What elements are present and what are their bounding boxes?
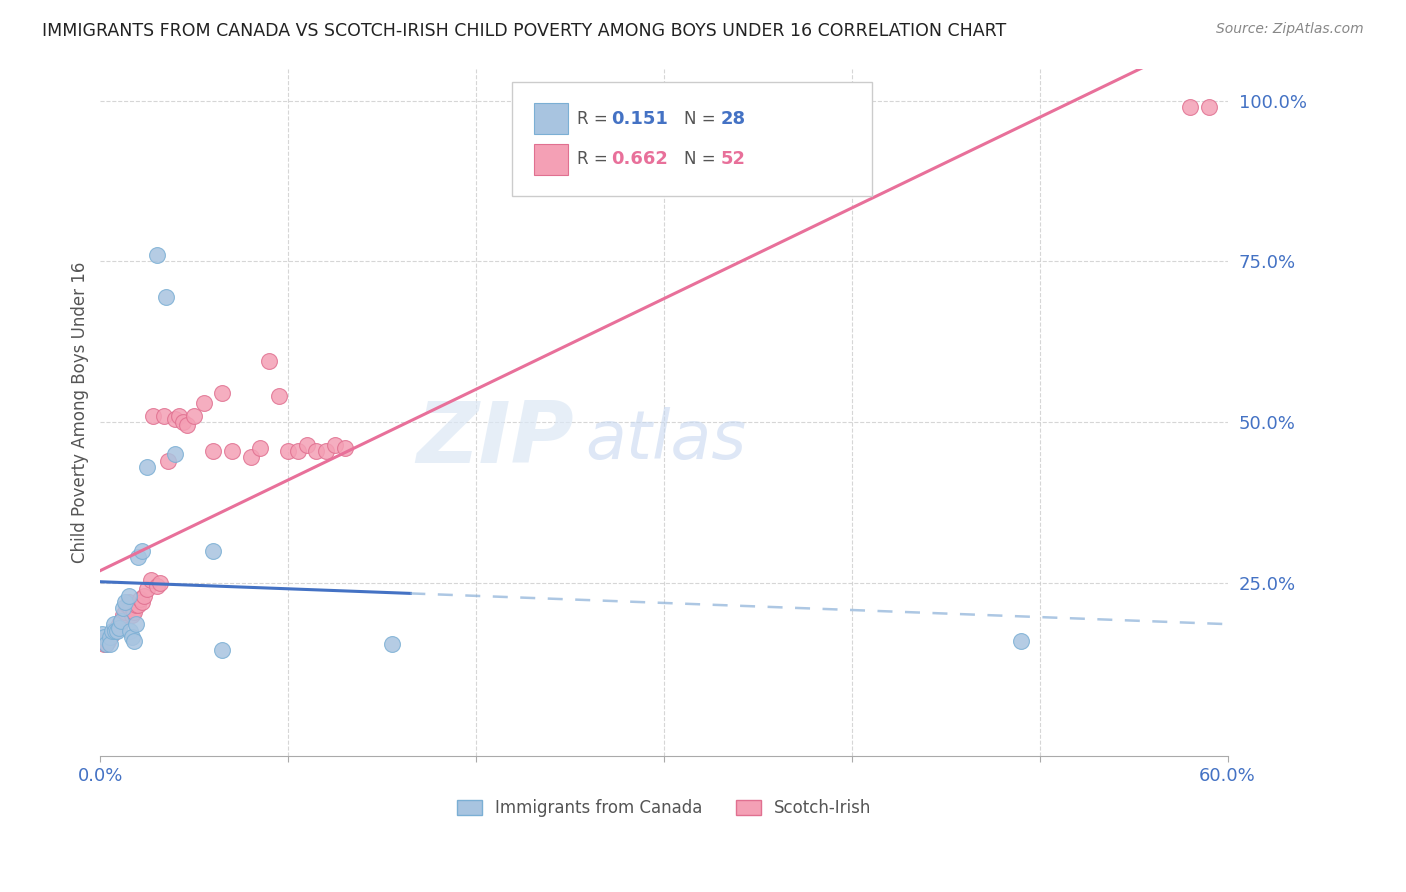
Scotch-Irish [122, 605, 145, 619]
Scotch-Irish [105, 621, 128, 635]
Scotch-Irish [108, 617, 131, 632]
Text: Source: ZipAtlas.com: Source: ZipAtlas.com [1216, 22, 1364, 37]
Immigrants from Canada [136, 460, 159, 475]
Immigrants from Canada [100, 624, 122, 638]
Scotch-Irish [110, 615, 132, 629]
Scotch-Irish [333, 441, 356, 455]
Scotch-Irish [259, 354, 281, 368]
Text: 0.662: 0.662 [612, 150, 668, 169]
Scotch-Irish [125, 598, 148, 612]
Scotch-Irish [295, 437, 318, 451]
Scotch-Irish [239, 450, 262, 465]
Immigrants from Canada [111, 601, 134, 615]
Scotch-Irish [132, 589, 155, 603]
Scotch-Irish [97, 633, 120, 648]
Immigrants from Canada [1010, 633, 1032, 648]
Scotch-Irish [136, 582, 159, 596]
Immigrants from Canada [98, 631, 121, 645]
Text: 0.151: 0.151 [612, 110, 668, 128]
Immigrants from Canada [104, 624, 127, 638]
Scotch-Irish [114, 605, 136, 619]
Immigrants from Canada [114, 595, 136, 609]
Scotch-Irish [128, 591, 150, 606]
Immigrants from Canada [155, 290, 177, 304]
Immigrants from Canada [165, 447, 187, 461]
Text: 52: 52 [720, 150, 745, 169]
Immigrants from Canada [103, 617, 125, 632]
Scotch-Irish [183, 409, 205, 423]
Scotch-Irish [323, 437, 346, 451]
Immigrants from Canada [211, 643, 233, 657]
Scotch-Irish [1178, 100, 1201, 114]
Text: N =: N = [685, 150, 721, 169]
Immigrants from Canada [145, 248, 167, 262]
Immigrants from Canada [380, 637, 402, 651]
Scotch-Irish [315, 444, 337, 458]
Scotch-Irish [104, 624, 127, 638]
Scotch-Irish [103, 624, 125, 638]
Immigrants from Canada [93, 631, 115, 645]
FancyBboxPatch shape [534, 103, 568, 134]
Immigrants from Canada [202, 543, 225, 558]
Immigrants from Canada [91, 627, 114, 641]
Scotch-Irish [120, 601, 142, 615]
Legend: Immigrants from Canada, Scotch-Irish: Immigrants from Canada, Scotch-Irish [450, 792, 877, 823]
Scotch-Irish [131, 595, 153, 609]
Scotch-Irish [211, 386, 233, 401]
Scotch-Irish [1198, 100, 1220, 114]
Text: atlas: atlas [585, 407, 747, 473]
Immigrants from Canada [121, 631, 143, 645]
Scotch-Irish [156, 453, 179, 467]
Immigrants from Canada [98, 637, 121, 651]
Immigrants from Canada [131, 543, 153, 558]
Text: IMMIGRANTS FROM CANADA VS SCOTCH-IRISH CHILD POVERTY AMONG BOYS UNDER 16 CORRELA: IMMIGRANTS FROM CANADA VS SCOTCH-IRISH C… [42, 22, 1007, 40]
Scotch-Irish [100, 627, 122, 641]
Scotch-Irish [277, 444, 299, 458]
Scotch-Irish [127, 598, 149, 612]
FancyBboxPatch shape [534, 145, 568, 175]
Scotch-Irish [249, 441, 271, 455]
Scotch-Irish [111, 607, 134, 622]
Scotch-Irish [121, 607, 143, 622]
Text: N =: N = [685, 110, 721, 128]
Scotch-Irish [176, 418, 198, 433]
Immigrants from Canada [110, 615, 132, 629]
Scotch-Irish [91, 633, 114, 648]
Scotch-Irish [94, 637, 117, 651]
Scotch-Irish [193, 396, 215, 410]
Immigrants from Canada [117, 589, 139, 603]
Immigrants from Canada [108, 621, 131, 635]
Text: R =: R = [576, 150, 613, 169]
Immigrants from Canada [120, 624, 142, 638]
Text: 28: 28 [720, 110, 745, 128]
Scotch-Irish [145, 579, 167, 593]
Immigrants from Canada [125, 617, 148, 632]
Text: R =: R = [576, 110, 613, 128]
Scotch-Irish [221, 444, 243, 458]
Scotch-Irish [149, 575, 172, 590]
Scotch-Irish [167, 409, 190, 423]
FancyBboxPatch shape [512, 82, 873, 195]
Scotch-Irish [172, 415, 194, 429]
Scotch-Irish [267, 389, 290, 403]
Scotch-Irish [98, 631, 121, 645]
Scotch-Irish [117, 595, 139, 609]
Scotch-Irish [305, 444, 328, 458]
Immigrants from Canada [122, 633, 145, 648]
Immigrants from Canada [127, 549, 149, 564]
Scotch-Irish [139, 573, 162, 587]
Scotch-Irish [142, 409, 165, 423]
Scotch-Irish [165, 412, 187, 426]
Y-axis label: Child Poverty Among Boys Under 16: Child Poverty Among Boys Under 16 [72, 261, 89, 563]
Scotch-Irish [115, 598, 138, 612]
Scotch-Irish [153, 409, 176, 423]
Text: ZIP: ZIP [416, 399, 574, 482]
Immigrants from Canada [94, 637, 117, 651]
Scotch-Irish [287, 444, 309, 458]
Scotch-Irish [202, 444, 225, 458]
Immigrants from Canada [105, 624, 128, 638]
Scotch-Irish [93, 637, 115, 651]
